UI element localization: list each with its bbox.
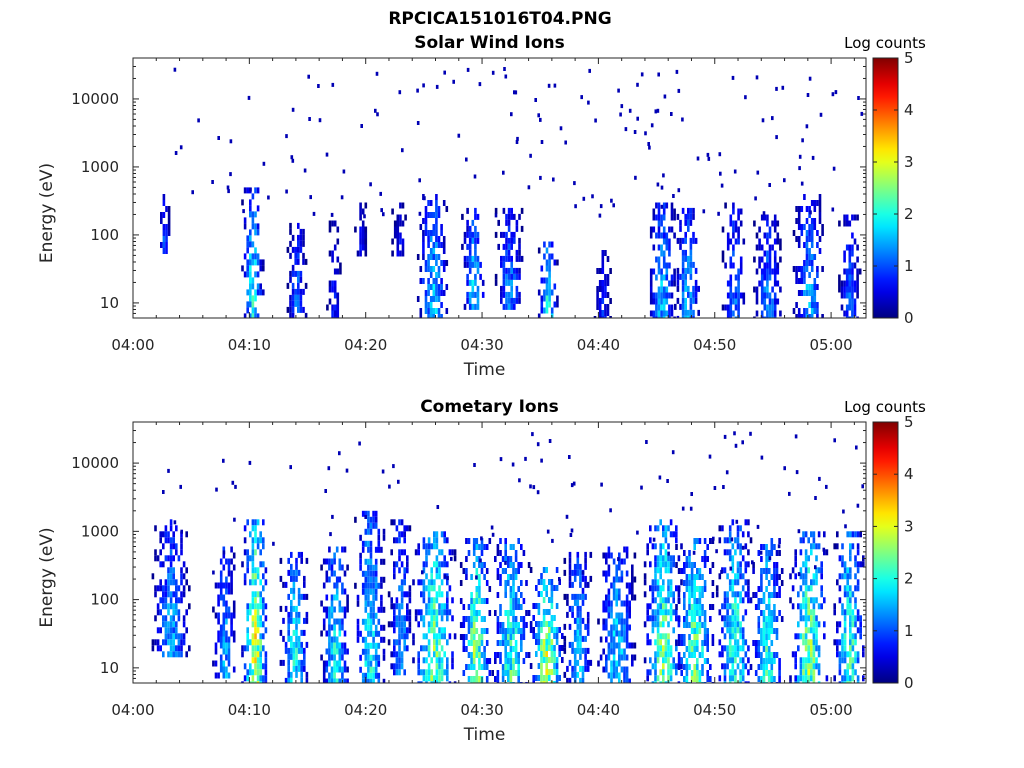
y-tick-label: 100 xyxy=(90,591,119,609)
burst-9 xyxy=(537,241,559,318)
y-tick-label: 100 xyxy=(90,226,119,244)
y-tick-label: 10 xyxy=(100,294,119,312)
colorbar-tick-label: 0 xyxy=(904,309,914,327)
burst-0 xyxy=(151,519,191,658)
burst-6 xyxy=(416,194,449,318)
x-tick-label: 04:00 xyxy=(111,336,154,354)
colorbar-tick-label: 1 xyxy=(904,622,914,640)
y-tick-label: 10 xyxy=(100,659,119,677)
burst-7 xyxy=(412,531,457,683)
x-tick-label: 04:10 xyxy=(228,336,271,354)
x-tick-label: 04:10 xyxy=(228,701,271,719)
burst-15 xyxy=(792,194,824,318)
burst-12 xyxy=(674,207,700,318)
x-axis-label: Time xyxy=(463,360,506,380)
burst-1 xyxy=(212,546,236,679)
solar-wind-ions-panel: Solar Wind Ions 04:00 04:10 04:20 04:30 04:40… xyxy=(37,33,926,380)
colorbar-gradient xyxy=(872,421,899,684)
x-tick-label: 04:30 xyxy=(460,336,503,354)
x-tick-label: 04:00 xyxy=(111,701,154,719)
x-tick-label: 04:30 xyxy=(460,701,503,719)
colorbar-tick-label: 0 xyxy=(904,674,914,692)
colorbar-tick-label: 4 xyxy=(904,465,914,483)
spectrogram-cells xyxy=(160,67,866,318)
colorbar-tick-label: 4 xyxy=(904,101,914,119)
colorbar-tick-label: 2 xyxy=(904,205,914,223)
burst-7 xyxy=(461,207,485,310)
burst-2 xyxy=(286,222,308,318)
y-axis-label: Energy (eV) xyxy=(37,527,57,627)
burst-8 xyxy=(459,538,492,683)
burst-18 xyxy=(833,531,865,683)
burst-0 xyxy=(160,194,171,254)
burst-3 xyxy=(326,220,342,318)
y-tick-label: 1000 xyxy=(81,158,119,176)
x-tick-label: 04:50 xyxy=(693,336,736,354)
burst-1 xyxy=(241,187,265,318)
burst-5 xyxy=(354,510,386,683)
y-axis-label: Energy (eV) xyxy=(37,163,57,263)
panel-title: Solar Wind Ions xyxy=(414,33,565,53)
colorbar-tick-label: 3 xyxy=(904,153,914,171)
burst-14 xyxy=(753,214,782,318)
burst-11 xyxy=(649,202,676,318)
colorbar-label: Log counts xyxy=(844,398,926,416)
colorbar-tick-label: 5 xyxy=(904,49,914,67)
figure-title: RPCICA151016T04.PNG xyxy=(388,9,611,29)
burst-9 xyxy=(491,538,531,683)
colorbar-gradient xyxy=(872,57,899,319)
burst-13 xyxy=(721,202,746,318)
x-tick-label: 05:00 xyxy=(809,336,852,354)
plot-frame xyxy=(132,421,867,684)
burst-14 xyxy=(675,538,715,683)
burst-12 xyxy=(597,546,637,683)
plot-frame xyxy=(132,57,867,319)
burst-2 xyxy=(241,519,268,683)
burst-10 xyxy=(593,250,612,318)
x-tick-label: 04:20 xyxy=(344,701,387,719)
x-tick-label: 04:50 xyxy=(693,701,736,719)
y-tick-label: 1000 xyxy=(81,522,119,540)
burst-15 xyxy=(715,519,753,683)
y-tick-label: 10000 xyxy=(71,454,119,472)
burst-5 xyxy=(391,202,407,257)
colorbar-label: Log counts xyxy=(844,34,926,52)
scatter-counts xyxy=(162,431,864,581)
burst-4 xyxy=(354,202,368,257)
colorbar-tick-label: 1 xyxy=(904,257,914,275)
colorbar-tick-label: 3 xyxy=(904,517,914,535)
colorbar-tick-label: 2 xyxy=(904,570,914,588)
scatter-counts xyxy=(173,67,866,219)
x-tick-label: 05:00 xyxy=(809,701,852,719)
x-tick-label: 04:40 xyxy=(577,336,620,354)
burst-16 xyxy=(838,214,862,318)
y-tick-label: 10000 xyxy=(71,90,119,108)
burst-17 xyxy=(789,531,829,683)
panel-title: Cometary Ions xyxy=(420,397,559,417)
colorbar-tick-label: 5 xyxy=(904,413,914,431)
burst-16 xyxy=(749,538,784,683)
x-tick-label: 04:40 xyxy=(577,701,620,719)
burst-6 xyxy=(387,519,412,676)
x-axis-label: Time xyxy=(463,725,506,745)
burst-11 xyxy=(563,551,593,683)
x-tick-label: 04:20 xyxy=(344,336,387,354)
burst-3 xyxy=(279,551,309,683)
spectrogram-cells xyxy=(151,431,865,683)
burst-4 xyxy=(320,546,349,683)
burst-8 xyxy=(494,207,524,310)
burst-10 xyxy=(529,567,564,683)
